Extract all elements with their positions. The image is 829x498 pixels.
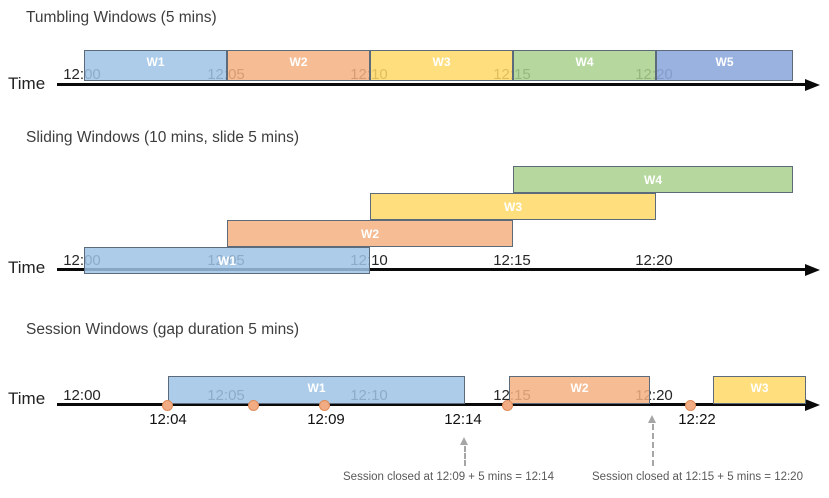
sliding-section-title: Sliding Windows (10 mins, slide 5 mins) [26,129,300,146]
event-marker-1222 [685,400,696,411]
session-time-axis-label: Time [8,389,46,408]
window-label: W4 [644,172,662,187]
window-label: W5 [715,55,734,69]
window-label: W1 [307,381,326,395]
sliding-window-box-w2: W2 [227,220,513,247]
annotation-arrow-icon-1 [460,437,468,445]
event-marker-1215 [502,400,513,411]
sliding-window-box-w4: W4 [513,166,793,193]
sliding-tick-1215: 12:15 [493,252,531,269]
event-time-label-1209: 12:09 [307,411,345,428]
event-marker-1206 [248,400,259,411]
tumbling-window-box-w5: W5 [656,50,793,81]
session-window-box-w1: W1 [168,376,465,404]
annotation-arrow-line-2 [652,424,654,466]
annotation-text-2: Session closed at 12:15 + 5 mins = 12:20 [592,471,803,483]
sliding-window-box-w1: W1 [84,247,370,274]
sliding-time-axis-label: Time [8,258,46,277]
tumbling-window-box-w3: W3 [370,50,513,81]
sliding-window-box-w3: W3 [370,193,656,220]
tumbling-window-box-w4: W4 [513,50,656,81]
window-label: W2 [361,226,379,241]
window-label: W3 [504,199,522,214]
tumbling-section-title: Tumbling Windows (5 mins) [26,9,217,26]
annotation-arrow-line-1 [464,446,466,466]
annotation-arrow-icon-2 [648,415,656,423]
event-time-label-1204: 12:04 [149,411,187,428]
tumbling-arrowhead-icon [805,78,820,91]
event-marker-1204 [162,400,173,411]
event-time-label-1222: 12:22 [678,411,716,428]
window-label: W3 [432,55,451,69]
session-section-title: Session Windows (gap duration 5 mins) [26,321,300,338]
tumbling-window-box-w2: W2 [227,50,370,81]
session-tick-1200: 12:00 [63,387,101,404]
event-time-label-1214: 12:14 [444,411,482,428]
sliding-tick-1220: 12:20 [635,252,673,269]
window-label: W1 [146,55,165,69]
sliding-timeline [57,268,806,271]
annotation-text-1: Session closed at 12:09 + 5 mins = 12:14 [343,471,554,483]
tumbling-timeline [57,83,806,86]
sliding-arrowhead-icon [805,263,820,276]
session-timeline [57,403,806,406]
session-arrowhead-icon [805,398,820,411]
window-label: W2 [570,381,589,395]
window-label: W3 [750,381,769,395]
window-label: W2 [289,55,308,69]
event-marker-1209 [319,400,330,411]
tumbling-time-axis-label: Time [8,74,46,93]
window-label: W1 [218,253,236,268]
session-window-box-w3: W3 [713,376,806,404]
tumbling-window-box-w1: W1 [84,50,227,81]
window-label: W4 [575,55,594,69]
session-window-box-w2: W2 [509,376,650,404]
